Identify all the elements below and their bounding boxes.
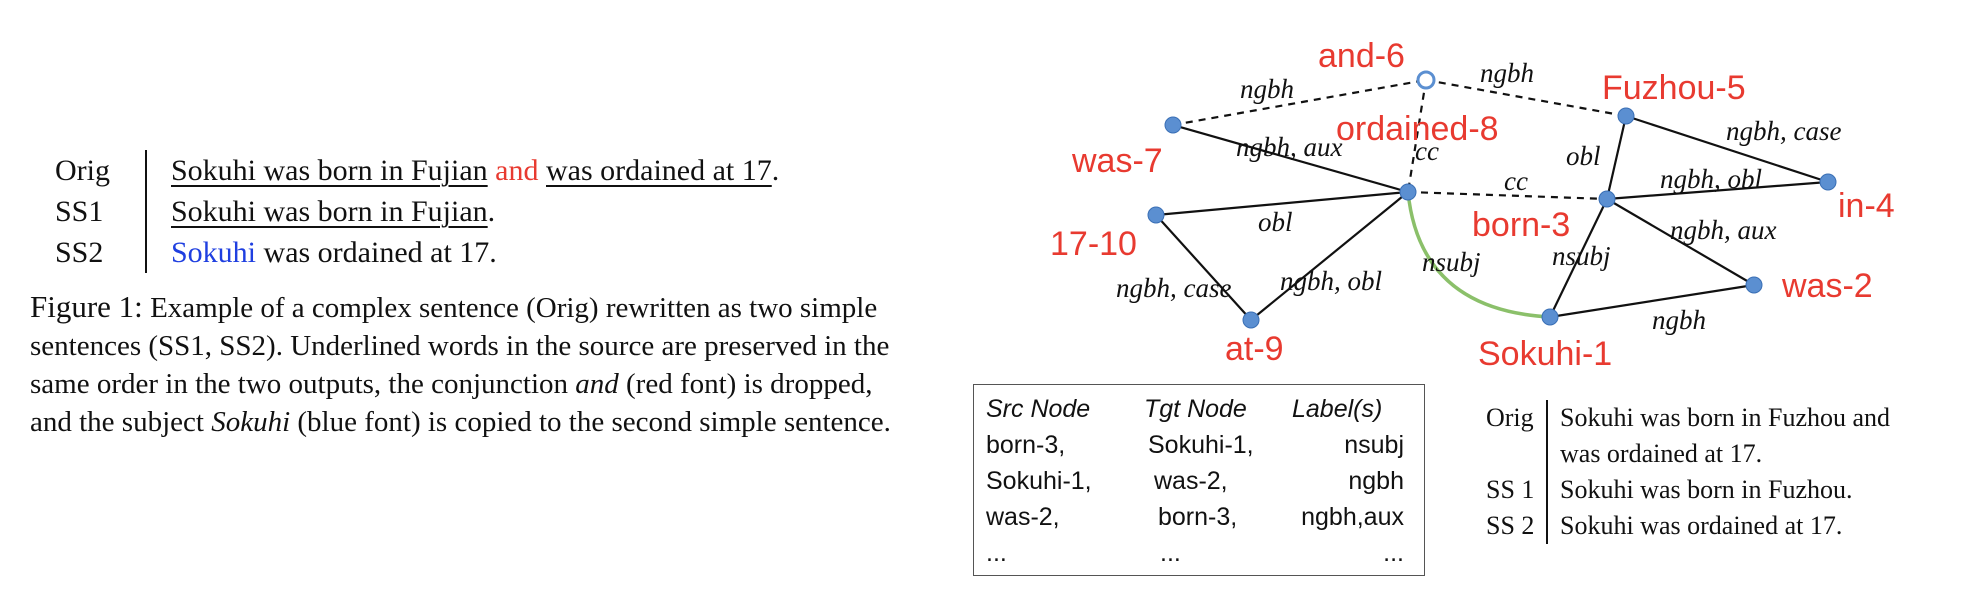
divider	[145, 232, 147, 273]
edge-and6-fuzhou5	[1425, 78, 1627, 118]
edge-sokuhi1-was2	[1549, 283, 1755, 319]
table-row: SS 1 Sokuhi was born in Fuzhou.	[1486, 472, 1890, 508]
edge-label: obl	[1566, 141, 1601, 171]
row-label: SS 1	[1486, 475, 1535, 504]
table-cell: Sokuhi-1,	[1148, 431, 1254, 459]
node-label: ordained-8	[1336, 110, 1499, 148]
row-label: Orig	[55, 154, 110, 187]
table-row: SS 2 Sokuhi was ordained at 17.	[1486, 508, 1890, 544]
row-label: Orig	[1486, 403, 1534, 432]
example-sentences: Orig Sokuhi was born in Fujian and was o…	[55, 150, 779, 273]
edge-label: cc	[1415, 136, 1439, 166]
edge-born3-sokuhi1	[1549, 198, 1608, 318]
row-label: SS 2	[1486, 511, 1535, 540]
row-text: Sokuhi was ordained at 17.	[1560, 511, 1843, 540]
table-cell: ngbh,aux	[1301, 503, 1404, 531]
example-row-ss1: SS1 Sokuhi was born in Fujian.	[55, 191, 779, 232]
row-label: SS2	[55, 236, 104, 269]
caption-and: and	[575, 368, 619, 400]
node-label: and-6	[1318, 37, 1405, 75]
edge-label: ngbh	[1240, 74, 1294, 104]
figure-number: Figure 1:	[30, 289, 143, 324]
row-text: Sokuhi was born in Fuzhou and	[1560, 403, 1891, 432]
table-cell: was-2,	[986, 503, 1060, 531]
node-ordained-8	[1399, 183, 1417, 201]
edge-17-at9	[1155, 214, 1252, 321]
edge-fuzhou5-in4	[1625, 114, 1829, 184]
node-in-4	[1819, 173, 1837, 191]
edge-list-table: Src Node Tgt Node Label(s) born-3, Sokuh…	[973, 384, 1425, 576]
edge-label: ngbh, obl	[1280, 266, 1382, 296]
edge-label: ngbh, aux	[1670, 215, 1777, 245]
edge-label: obl	[1258, 207, 1293, 237]
dependency-graph: and-6 Fuzhou-5 was-7 ordained-8 17-10 at…	[1050, 37, 1895, 373]
node-sokuhi-1	[1541, 308, 1559, 326]
example-row-ss2: SS2 Sokuhi was ordained at 17.	[55, 232, 779, 273]
node-and-6	[1416, 70, 1436, 90]
node-label: Fuzhou-5	[1602, 69, 1746, 107]
table-cell: was-2,	[1154, 467, 1228, 495]
divider	[1546, 400, 1548, 472]
table-cell: born-3,	[1158, 503, 1238, 531]
preserved-span: Sokuhi was born in Fujian	[171, 195, 488, 228]
node-label: was-7	[1071, 142, 1163, 180]
edge-label: nsubj	[1422, 247, 1481, 277]
node-label: Sokuhi-1	[1478, 335, 1612, 373]
node-label: 17-10	[1050, 225, 1137, 263]
figure-caption: Figure 1: Example of a complex sentence …	[30, 289, 891, 438]
divider	[145, 191, 147, 232]
edge-at9-ordained8	[1250, 191, 1409, 321]
edge-label: ngbh	[1652, 305, 1706, 335]
edge-born3-was2	[1606, 198, 1755, 286]
column-header: Src Node	[986, 395, 1091, 423]
edge-and6-ordained8	[1406, 79, 1428, 193]
table-cell: ...	[986, 539, 1007, 567]
edge-label: cc	[1504, 166, 1528, 196]
example-row-orig: Orig Sokuhi was born in Fujian and was o…	[55, 150, 779, 191]
column-header: Tgt Node	[1144, 395, 1247, 423]
node-label: born-3	[1472, 206, 1570, 244]
edge-label: ngbh, case	[1726, 116, 1841, 146]
caption-subject: Sokuhi	[211, 406, 291, 438]
table-row: Orig Sokuhi was born in Fuzhou and was o…	[1486, 400, 1890, 472]
node-label: was-2	[1781, 267, 1873, 305]
node-at-9	[1242, 311, 1260, 329]
table-cell: ...	[1160, 539, 1181, 567]
table-cell: ...	[1383, 539, 1404, 567]
row-text: was ordained at 17.	[1560, 439, 1763, 468]
edge-was7-and6	[1172, 78, 1427, 127]
node-born-3	[1598, 190, 1616, 208]
simplification-table: Orig Sokuhi was born in Fuzhou and was o…	[1486, 400, 1890, 544]
edge-label: ngbh, case	[1116, 273, 1231, 303]
edge-label: nsubj	[1552, 241, 1611, 271]
node-label: at-9	[1225, 330, 1284, 368]
table-cell: Sokuhi-1,	[986, 467, 1092, 495]
edge-born3-in4	[1606, 180, 1829, 201]
preserved-span: was ordained at 17	[546, 154, 772, 187]
node-fuzhou-5	[1617, 107, 1635, 125]
edge-label: ngbh, aux	[1236, 132, 1343, 162]
edge-fuzhou5-born3	[1605, 115, 1628, 200]
edge-label: ngbh	[1480, 58, 1534, 88]
row-text: Sokuhi was born in Fuzhou.	[1560, 475, 1853, 504]
edge-was7-ordained8	[1172, 123, 1409, 194]
divider	[1546, 508, 1548, 544]
conjunction-word: and	[495, 154, 539, 187]
table-cell: ngbh	[1348, 467, 1404, 495]
copied-subject: Sokuhi	[171, 236, 257, 269]
edge-ordained8-sokuhi1	[1406, 191, 1551, 319]
node-was-2	[1745, 276, 1763, 294]
preserved-span: Sokuhi was born in Fujian	[171, 154, 488, 187]
edge-17-ordained8	[1155, 190, 1409, 217]
table-cell: born-3,	[986, 431, 1066, 459]
edge-label: ngbh, obl	[1660, 164, 1762, 194]
row-label: SS1	[55, 195, 104, 228]
divider	[1546, 472, 1548, 508]
node-was-7	[1164, 116, 1182, 134]
node-label: in-4	[1838, 187, 1895, 225]
divider	[145, 150, 147, 191]
column-header: Label(s)	[1292, 395, 1383, 423]
node-17-10	[1147, 206, 1165, 224]
table-cell: nsubj	[1344, 431, 1404, 459]
